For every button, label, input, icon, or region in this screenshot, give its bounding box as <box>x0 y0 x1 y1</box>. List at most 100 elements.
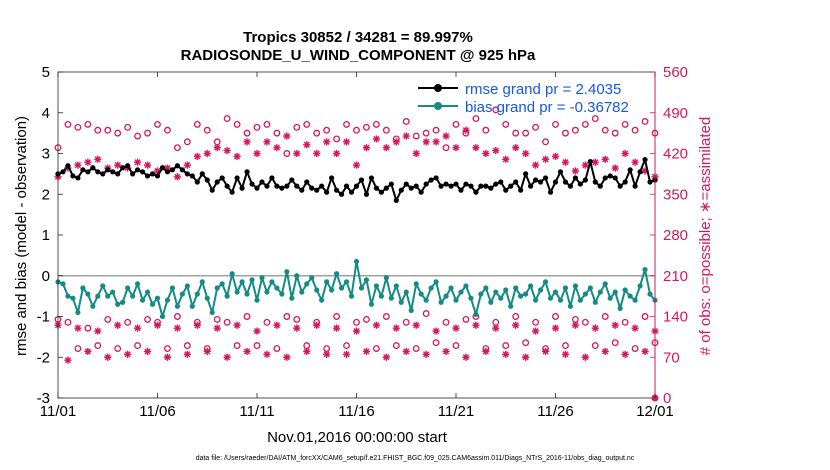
rmse-point <box>528 183 534 189</box>
rmse-point <box>413 183 419 189</box>
obs-assimilated-point <box>412 149 420 158</box>
rmse-point <box>433 175 439 181</box>
obs-possible-point <box>502 342 510 350</box>
obs-possible-point <box>522 339 530 347</box>
obs-assimilated-point <box>591 324 599 332</box>
obs-possible-point <box>213 315 221 323</box>
bias-point <box>284 269 290 275</box>
bias-point <box>468 295 474 301</box>
rmse-point <box>194 179 200 185</box>
obs-possible-point <box>114 345 122 352</box>
rmse-point <box>552 179 559 185</box>
obs-possible-point <box>621 120 629 128</box>
legend-bias-label: bias grand pr = -0.36782 <box>465 99 629 116</box>
obs-assimilated-point <box>581 161 589 169</box>
bias-point <box>348 293 355 299</box>
rmse-point <box>80 167 86 173</box>
rmse-point <box>120 165 126 171</box>
bias-point <box>632 297 638 303</box>
y-left-tick-label: -3 <box>37 390 50 407</box>
rmse-point <box>219 175 225 181</box>
obs-possible-point <box>353 318 360 326</box>
bias-point <box>110 289 116 295</box>
obs-possible-point <box>462 315 470 323</box>
obs-assimilated-point <box>283 353 291 361</box>
bias-point <box>60 281 66 287</box>
rmse-series <box>55 157 658 203</box>
obs-possible-point <box>193 120 201 128</box>
obs-assimilated-point <box>522 149 530 158</box>
rmse-point <box>135 167 141 173</box>
rmse-point <box>458 187 464 193</box>
y-right-tick-label: 490 <box>663 105 688 122</box>
obs-assimilated-point <box>611 164 619 172</box>
y-left-tick-label: 2 <box>42 186 50 203</box>
rmse-point <box>393 197 399 203</box>
obs-possible-point <box>412 132 420 140</box>
rmse-point <box>582 177 588 183</box>
rmse-point <box>567 183 574 189</box>
obs-possible-point <box>144 129 151 137</box>
obs-assimilated-point <box>283 132 291 140</box>
bias-point <box>587 285 593 291</box>
obs-assimilated-point <box>462 126 470 134</box>
obs-assimilated-point <box>601 155 609 163</box>
obs-possible-point <box>363 315 370 323</box>
obs-possible-point <box>124 318 132 326</box>
bias-point <box>483 285 489 291</box>
obs-assimilated-point <box>532 327 540 335</box>
obs-possible-point <box>223 115 231 123</box>
obs-possible-point <box>382 126 390 134</box>
obs-possible-point <box>333 135 341 143</box>
rmse-point <box>587 159 593 165</box>
bias-point <box>373 283 379 289</box>
obs-assimilated-point <box>183 350 191 358</box>
obs-possible-point <box>591 115 599 123</box>
rmse-point <box>100 171 106 177</box>
obs-possible-point <box>452 342 460 350</box>
obs-assimilated-point <box>372 135 380 143</box>
obs-assimilated-point <box>114 321 122 329</box>
obs-possible-point <box>492 106 500 114</box>
rmse-point <box>239 185 245 191</box>
rmse-point <box>463 181 469 187</box>
bias-point <box>343 279 350 285</box>
obs-possible-point <box>333 313 341 320</box>
rmse-point <box>139 169 146 175</box>
bias-point <box>125 285 131 291</box>
obs-possible-point <box>263 120 271 128</box>
rmse-point <box>498 179 504 185</box>
obs-assimilated-point <box>492 324 500 332</box>
y-right-tick-label: 560 <box>663 64 688 81</box>
bias-point <box>239 279 245 285</box>
obs-assimilated-point <box>472 144 480 152</box>
rmse-point <box>154 173 161 179</box>
rmse-point <box>503 187 509 193</box>
obs-possible-point <box>522 129 530 137</box>
bias-point <box>443 293 449 299</box>
bias-point <box>249 277 255 283</box>
obs-assimilated-point <box>143 347 152 356</box>
y-right-tick-label: 210 <box>663 268 688 285</box>
obs-assimilated-point <box>233 152 241 161</box>
rmse-point <box>542 175 549 181</box>
rmse-point <box>164 169 171 175</box>
bias-point <box>592 299 598 305</box>
obs-assimilated-point <box>432 138 440 146</box>
obs-assimilated-point <box>561 158 570 166</box>
bias-point <box>85 291 91 297</box>
bias-point <box>319 297 325 303</box>
legend-rmse-marker <box>434 84 442 92</box>
rmse-point <box>319 183 325 189</box>
obs-possible-point <box>392 342 400 350</box>
obs-possible-point <box>233 120 241 128</box>
obs-possible-point <box>422 310 430 318</box>
y-right-tick-label: 420 <box>663 146 688 163</box>
bias-point <box>567 303 574 309</box>
bias-point <box>179 291 185 297</box>
obs-possible-point <box>253 123 261 131</box>
obs-assimilated-point <box>263 350 271 358</box>
rmse-point <box>169 167 176 173</box>
y-right-tick-label: 280 <box>663 227 688 244</box>
